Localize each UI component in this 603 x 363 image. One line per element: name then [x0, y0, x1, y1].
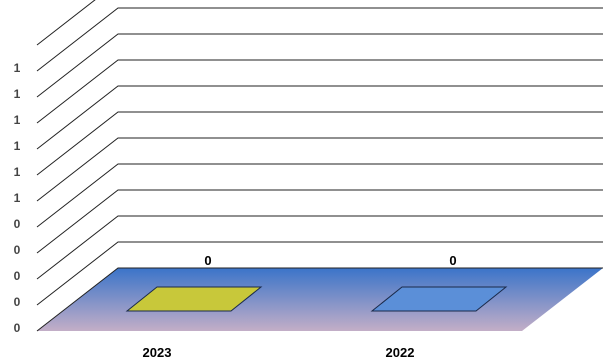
y-tick-label: 0: [14, 269, 21, 283]
y-tick-label: 1: [14, 139, 21, 153]
gridline: [36, 7, 603, 72]
y-tick-label: 0: [14, 295, 21, 309]
bar-2023: [125, 286, 263, 312]
data-label-2023: 0: [204, 253, 211, 268]
y-axis-ticks: 0 0 0 0 0 1 1 1 1 1 1: [14, 61, 21, 335]
y-tick-label: 1: [14, 113, 21, 127]
gridline: [36, 241, 603, 306]
category-label-2022: 2022: [386, 345, 415, 360]
gridline: [36, 163, 603, 228]
gridline: [36, 189, 603, 254]
data-label-2022: 0: [449, 253, 456, 268]
x-axis-categories: 2023 2022: [143, 345, 415, 360]
y-tick-label: 0: [14, 321, 21, 335]
gridline: [36, 59, 603, 124]
bar-2022: [370, 286, 508, 312]
y-tick-label: 1: [14, 61, 21, 75]
bars: [125, 286, 508, 312]
gridline: [36, 33, 603, 98]
gridline: [36, 215, 603, 280]
y-tick-label: 1: [14, 87, 21, 101]
gridline: [36, 137, 603, 202]
y-tick-label: 0: [14, 217, 21, 231]
chart-floor: [37, 268, 603, 331]
category-label-2023: 2023: [143, 345, 172, 360]
gridline: [36, 0, 96, 46]
gridlines: [36, 0, 603, 332]
gridline: [36, 267, 603, 332]
floor-surface: [37, 268, 603, 331]
y-tick-label: 1: [14, 165, 21, 179]
y-tick-label: 0: [14, 243, 21, 257]
gridline: [36, 85, 603, 150]
y-tick-label: 1: [14, 191, 21, 205]
gridline: [36, 111, 603, 176]
